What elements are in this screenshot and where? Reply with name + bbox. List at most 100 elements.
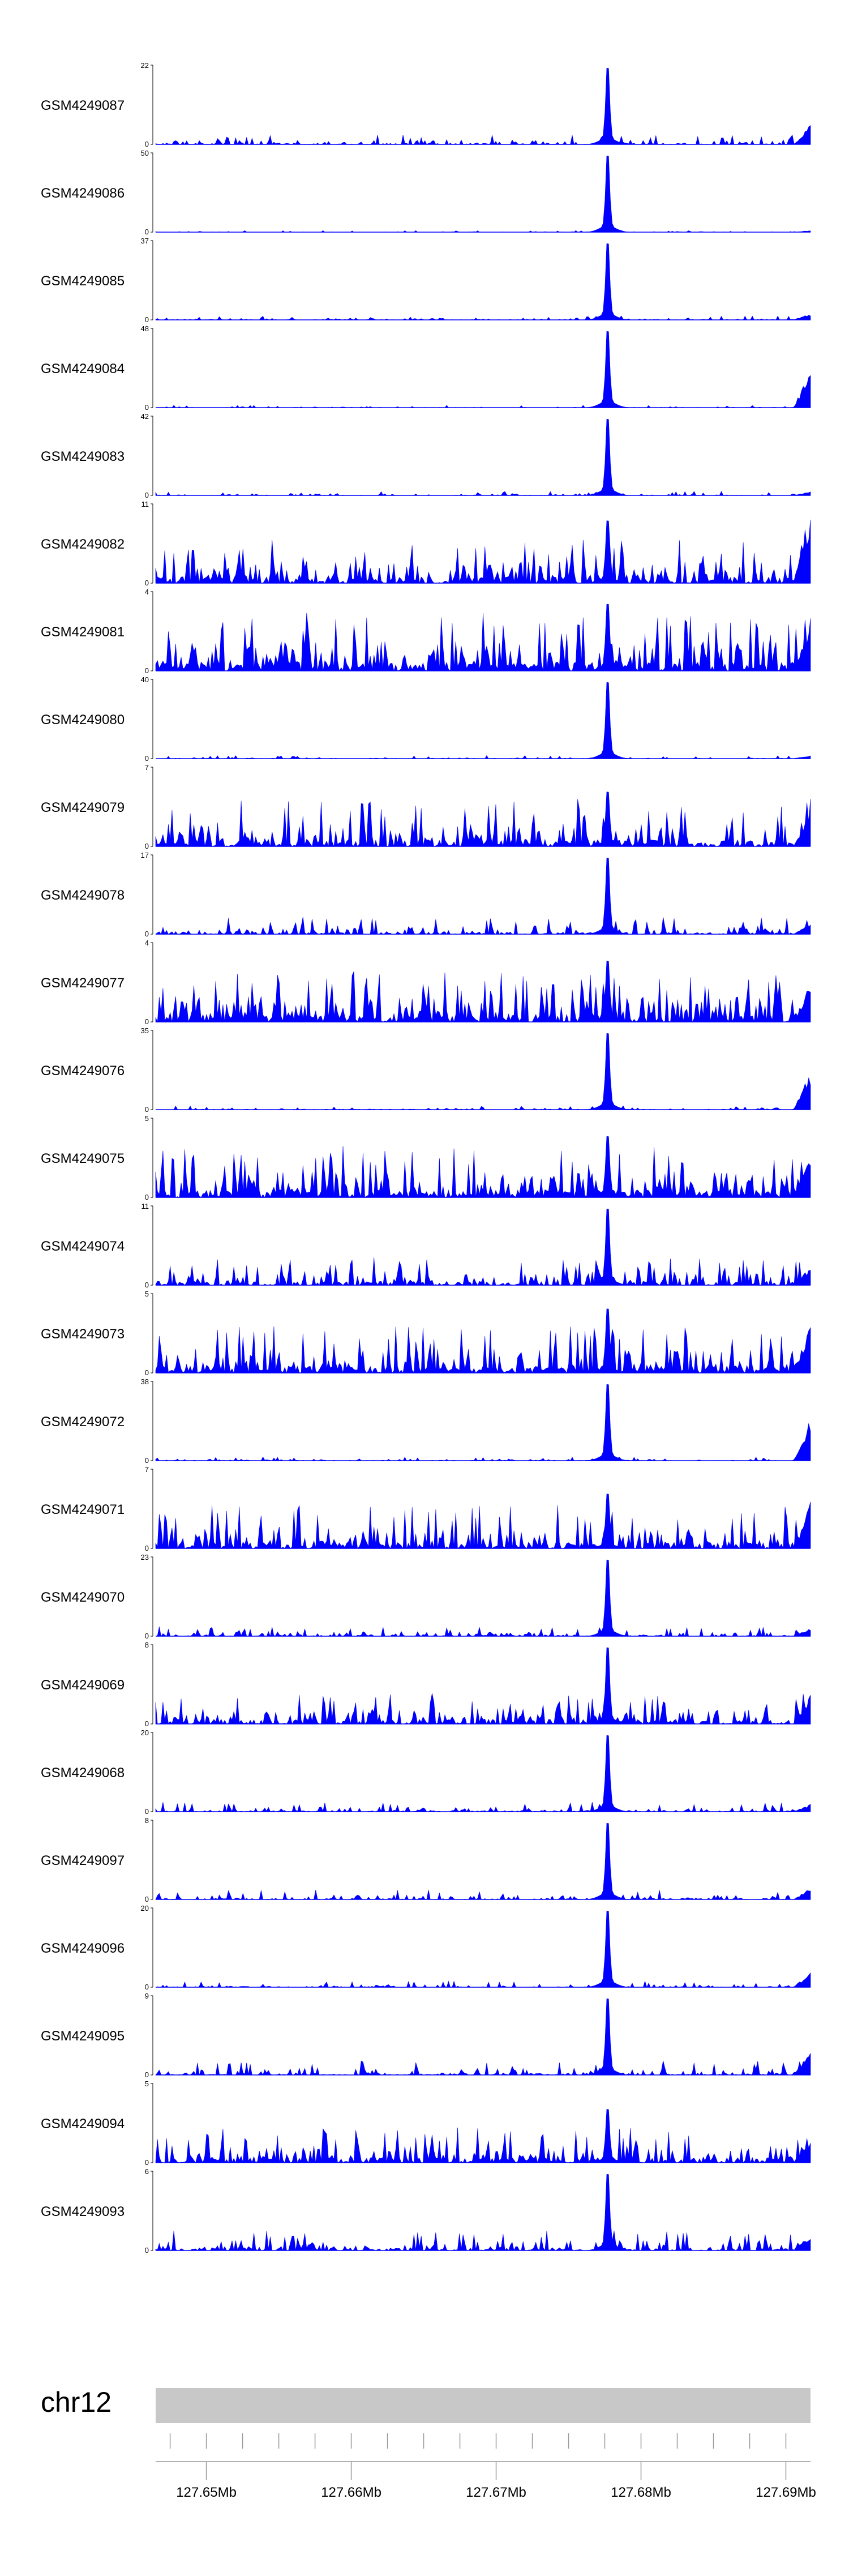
y-max-label: 37 <box>141 237 149 245</box>
y-min-label: 0 <box>145 1544 149 1552</box>
y-min-label: 0 <box>145 1807 149 1816</box>
track-label: GSM4249077 <box>41 975 125 991</box>
y-max-label: 4 <box>145 588 149 596</box>
track-GSM4249078: GSM4249078 17 0 <box>41 851 811 938</box>
track-label: GSM4249068 <box>41 1765 125 1781</box>
x-tick-label: 127.65Mb <box>176 2485 237 2500</box>
y-min-label: 0 <box>145 403 149 412</box>
track-label: GSM4249086 <box>41 186 125 201</box>
coverage-area <box>155 604 811 672</box>
track-GSM4249071: GSM4249071 7 0 <box>41 1465 811 1552</box>
track-label: GSM4249074 <box>41 1239 125 1254</box>
track-GSM4249075: GSM4249075 5 0 <box>41 1114 811 1201</box>
y-max-label: 4 <box>145 939 149 947</box>
y-max-label: 8 <box>145 1816 149 1825</box>
y-min-label: 0 <box>145 1456 149 1465</box>
y-max-label: 35 <box>141 1026 149 1035</box>
coverage-area <box>155 1136 811 1199</box>
y-max-label: 20 <box>141 1728 149 1737</box>
y-max-label: 5 <box>145 1114 149 1123</box>
track-GSM4249082: GSM4249082 11 0 <box>41 500 811 587</box>
track-GSM4249068: GSM4249068 20 0 <box>41 1728 811 1816</box>
track-GSM4249097: GSM4249097 8 0 <box>41 1816 811 1903</box>
track-label: GSM4249080 <box>41 712 125 728</box>
y-min-label: 0 <box>145 754 149 763</box>
y-max-label: 9 <box>145 1992 149 2000</box>
y-min-label: 0 <box>145 1193 149 1201</box>
y-max-label: 5 <box>145 2079 149 2088</box>
track-GSM4249096: GSM4249096 20 0 <box>41 1904 811 1991</box>
track-GSM4249087: GSM4249087 22 0 <box>41 61 811 148</box>
coverage-area <box>155 1308 811 1374</box>
y-min-label: 0 <box>145 1017 149 1026</box>
track-GSM4249084: GSM4249084 48 0 <box>41 324 811 412</box>
x-tick-label: 127.68Mb <box>611 2485 671 2500</box>
y-max-label: 42 <box>141 412 149 421</box>
chromosome-band-bar <box>156 2388 811 2423</box>
y-min-label: 0 <box>145 2070 149 2079</box>
track-label: GSM4249072 <box>41 1414 125 1430</box>
y-max-label: 38 <box>141 1377 149 1386</box>
track-GSM4249076: GSM4249076 35 0 <box>41 1026 811 1114</box>
y-max-label: 50 <box>141 149 149 157</box>
track-label: GSM4249094 <box>41 2116 125 2132</box>
track-GSM4249085: GSM4249085 37 0 <box>41 237 811 324</box>
y-max-label: 11 <box>142 500 149 508</box>
y-min-label: 0 <box>145 1281 149 1289</box>
y-max-label: 20 <box>141 1904 149 1912</box>
y-max-label: 7 <box>145 763 149 772</box>
track-GSM4249074: GSM4249074 11 0 <box>41 1202 811 1289</box>
coverage-area <box>155 1494 811 1550</box>
track-GSM4249081: GSM4249081 4 0 <box>41 588 811 675</box>
y-max-label: 5 <box>145 1290 149 1298</box>
track-label: GSM4249095 <box>41 2029 125 2044</box>
track-label: GSM4249079 <box>41 800 125 815</box>
chromosome-ideogram: chr12 <box>41 2386 811 2449</box>
track-GSM4249086: GSM4249086 50 0 <box>41 149 811 236</box>
y-min-label: 0 <box>145 1983 149 1991</box>
y-max-label: 17 <box>141 851 149 859</box>
track-label: GSM4249073 <box>41 1326 125 1342</box>
track-GSM4249079: GSM4249079 7 0 <box>41 763 811 850</box>
track-label: GSM4249075 <box>41 1151 125 1166</box>
track-label: GSM4249085 <box>41 273 125 289</box>
genomic-axis: 127.65Mb 127.66Mb 127.67Mb 127.68Mb 127.69Mb <box>156 2461 816 2500</box>
y-max-label: 6 <box>145 2167 149 2176</box>
coverage-area <box>155 960 811 1023</box>
y-max-label: 8 <box>145 1641 149 1649</box>
coverage-area <box>155 791 811 848</box>
track-label: GSM4249069 <box>41 1678 125 1693</box>
y-min-label: 0 <box>145 1632 149 1640</box>
track-label: GSM4249081 <box>41 624 125 640</box>
track-GSM4249080: GSM4249080 40 0 <box>41 675 811 763</box>
y-max-label: 7 <box>145 1465 149 1474</box>
coverage-area <box>155 519 811 584</box>
track-GSM4249094: GSM4249094 5 0 <box>41 2079 811 2167</box>
track-label: GSM4249083 <box>41 449 125 464</box>
y-max-label: 48 <box>141 324 149 333</box>
track-GSM4249073: GSM4249073 5 0 <box>41 1290 811 1377</box>
track-label: GSM4249082 <box>41 537 125 552</box>
track-GSM4249070: GSM4249070 23 0 <box>41 1553 811 1640</box>
x-tick-label: 127.66Mb <box>321 2485 381 2500</box>
track-label: GSM4249087 <box>41 98 125 113</box>
track-GSM4249069: GSM4249069 8 0 <box>41 1641 811 1728</box>
y-min-label: 0 <box>145 140 149 148</box>
y-min-label: 0 <box>145 228 149 236</box>
track-label: GSM4249097 <box>41 1853 125 1868</box>
y-max-label: 40 <box>141 675 149 684</box>
y-min-label: 0 <box>145 315 149 324</box>
track-label: GSM4249096 <box>41 1941 125 1956</box>
track-label: GSM4249076 <box>41 1063 125 1079</box>
y-min-label: 0 <box>145 1368 149 1377</box>
coverage-area <box>155 1647 811 1725</box>
x-tick-label: 127.69Mb <box>756 2485 816 2500</box>
track-label: GSM4249070 <box>41 1590 125 1605</box>
coverage-area <box>155 2109 811 2164</box>
track-label: GSM4249071 <box>41 1502 125 1517</box>
y-max-label: 11 <box>142 1202 149 1210</box>
y-min-label: 0 <box>145 666 149 675</box>
chromosome-label: chr12 <box>41 2386 112 2418</box>
x-tick-label: 127.67Mb <box>466 2485 526 2500</box>
